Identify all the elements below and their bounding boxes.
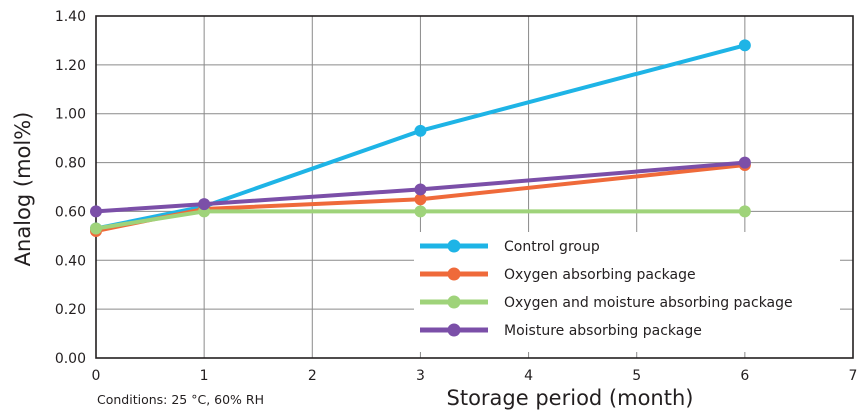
data-point bbox=[414, 205, 427, 218]
legend-label: Oxygen and moisture absorbing package bbox=[504, 295, 793, 311]
x-tick-label: 3 bbox=[416, 368, 425, 384]
data-point bbox=[414, 124, 427, 137]
data-point bbox=[738, 39, 751, 52]
legend-item: Moisture absorbing package bbox=[420, 323, 702, 339]
x-tick-label: 0 bbox=[92, 368, 101, 384]
legend: Control group Oxygen absorbing package Oxy… bbox=[420, 239, 793, 339]
x-axis-ticks: 0 1 2 3 4 5 6 7 bbox=[92, 368, 858, 384]
y-tick-label: 1.20 bbox=[55, 58, 86, 74]
y-tick-label: 1.40 bbox=[55, 9, 86, 25]
y-tick-label: 0.40 bbox=[55, 253, 86, 269]
x-tick-label: 6 bbox=[740, 368, 749, 384]
series-path bbox=[94, 160, 747, 214]
conditions-note: Conditions: 25 °C, 60% RH bbox=[97, 392, 264, 407]
data-point bbox=[414, 193, 427, 206]
legend-item: Control group bbox=[420, 239, 600, 255]
x-tick-label: 5 bbox=[632, 368, 641, 384]
data-point bbox=[738, 205, 751, 218]
legend-swatch-marker bbox=[447, 295, 461, 309]
legend-swatch-marker bbox=[447, 267, 461, 281]
y-tick-label: 0.20 bbox=[55, 302, 86, 318]
legend-item: Oxygen absorbing package bbox=[420, 267, 696, 283]
x-tick-label: 4 bbox=[524, 368, 533, 384]
legend-swatch-marker bbox=[447, 323, 461, 337]
x-axis-label: Storage period (month) bbox=[447, 386, 694, 410]
y-axis-ticks: 0.00 0.20 0.40 0.60 0.80 1.00 1.20 1.40 bbox=[55, 9, 86, 367]
data-point bbox=[90, 205, 102, 218]
data-point bbox=[90, 222, 102, 235]
y-axis-label: Analog (mol%) bbox=[11, 112, 35, 267]
legend-label: Oxygen absorbing package bbox=[504, 267, 696, 283]
data-point bbox=[198, 198, 211, 211]
y-tick-label: 0.00 bbox=[55, 351, 86, 367]
series-line bbox=[90, 205, 751, 235]
series-line bbox=[90, 156, 751, 218]
data-point bbox=[414, 183, 427, 196]
legend-label: Control group bbox=[504, 239, 600, 255]
x-tick-label: 2 bbox=[308, 368, 317, 384]
series-path bbox=[94, 43, 747, 231]
x-tick-label: 1 bbox=[200, 368, 209, 384]
legend-swatch-marker bbox=[447, 239, 461, 253]
series-group bbox=[90, 39, 751, 237]
series-path bbox=[94, 209, 747, 231]
legend-label: Moisture absorbing package bbox=[504, 323, 702, 339]
y-tick-label: 0.80 bbox=[55, 156, 86, 172]
data-point bbox=[738, 156, 751, 169]
plot-area-border bbox=[95, 15, 854, 359]
y-tick-label: 1.00 bbox=[55, 107, 86, 123]
x-tick-label: 7 bbox=[849, 368, 858, 384]
legend-item: Oxygen and moisture absorbing package bbox=[420, 295, 793, 311]
y-tick-label: 0.60 bbox=[55, 204, 86, 220]
